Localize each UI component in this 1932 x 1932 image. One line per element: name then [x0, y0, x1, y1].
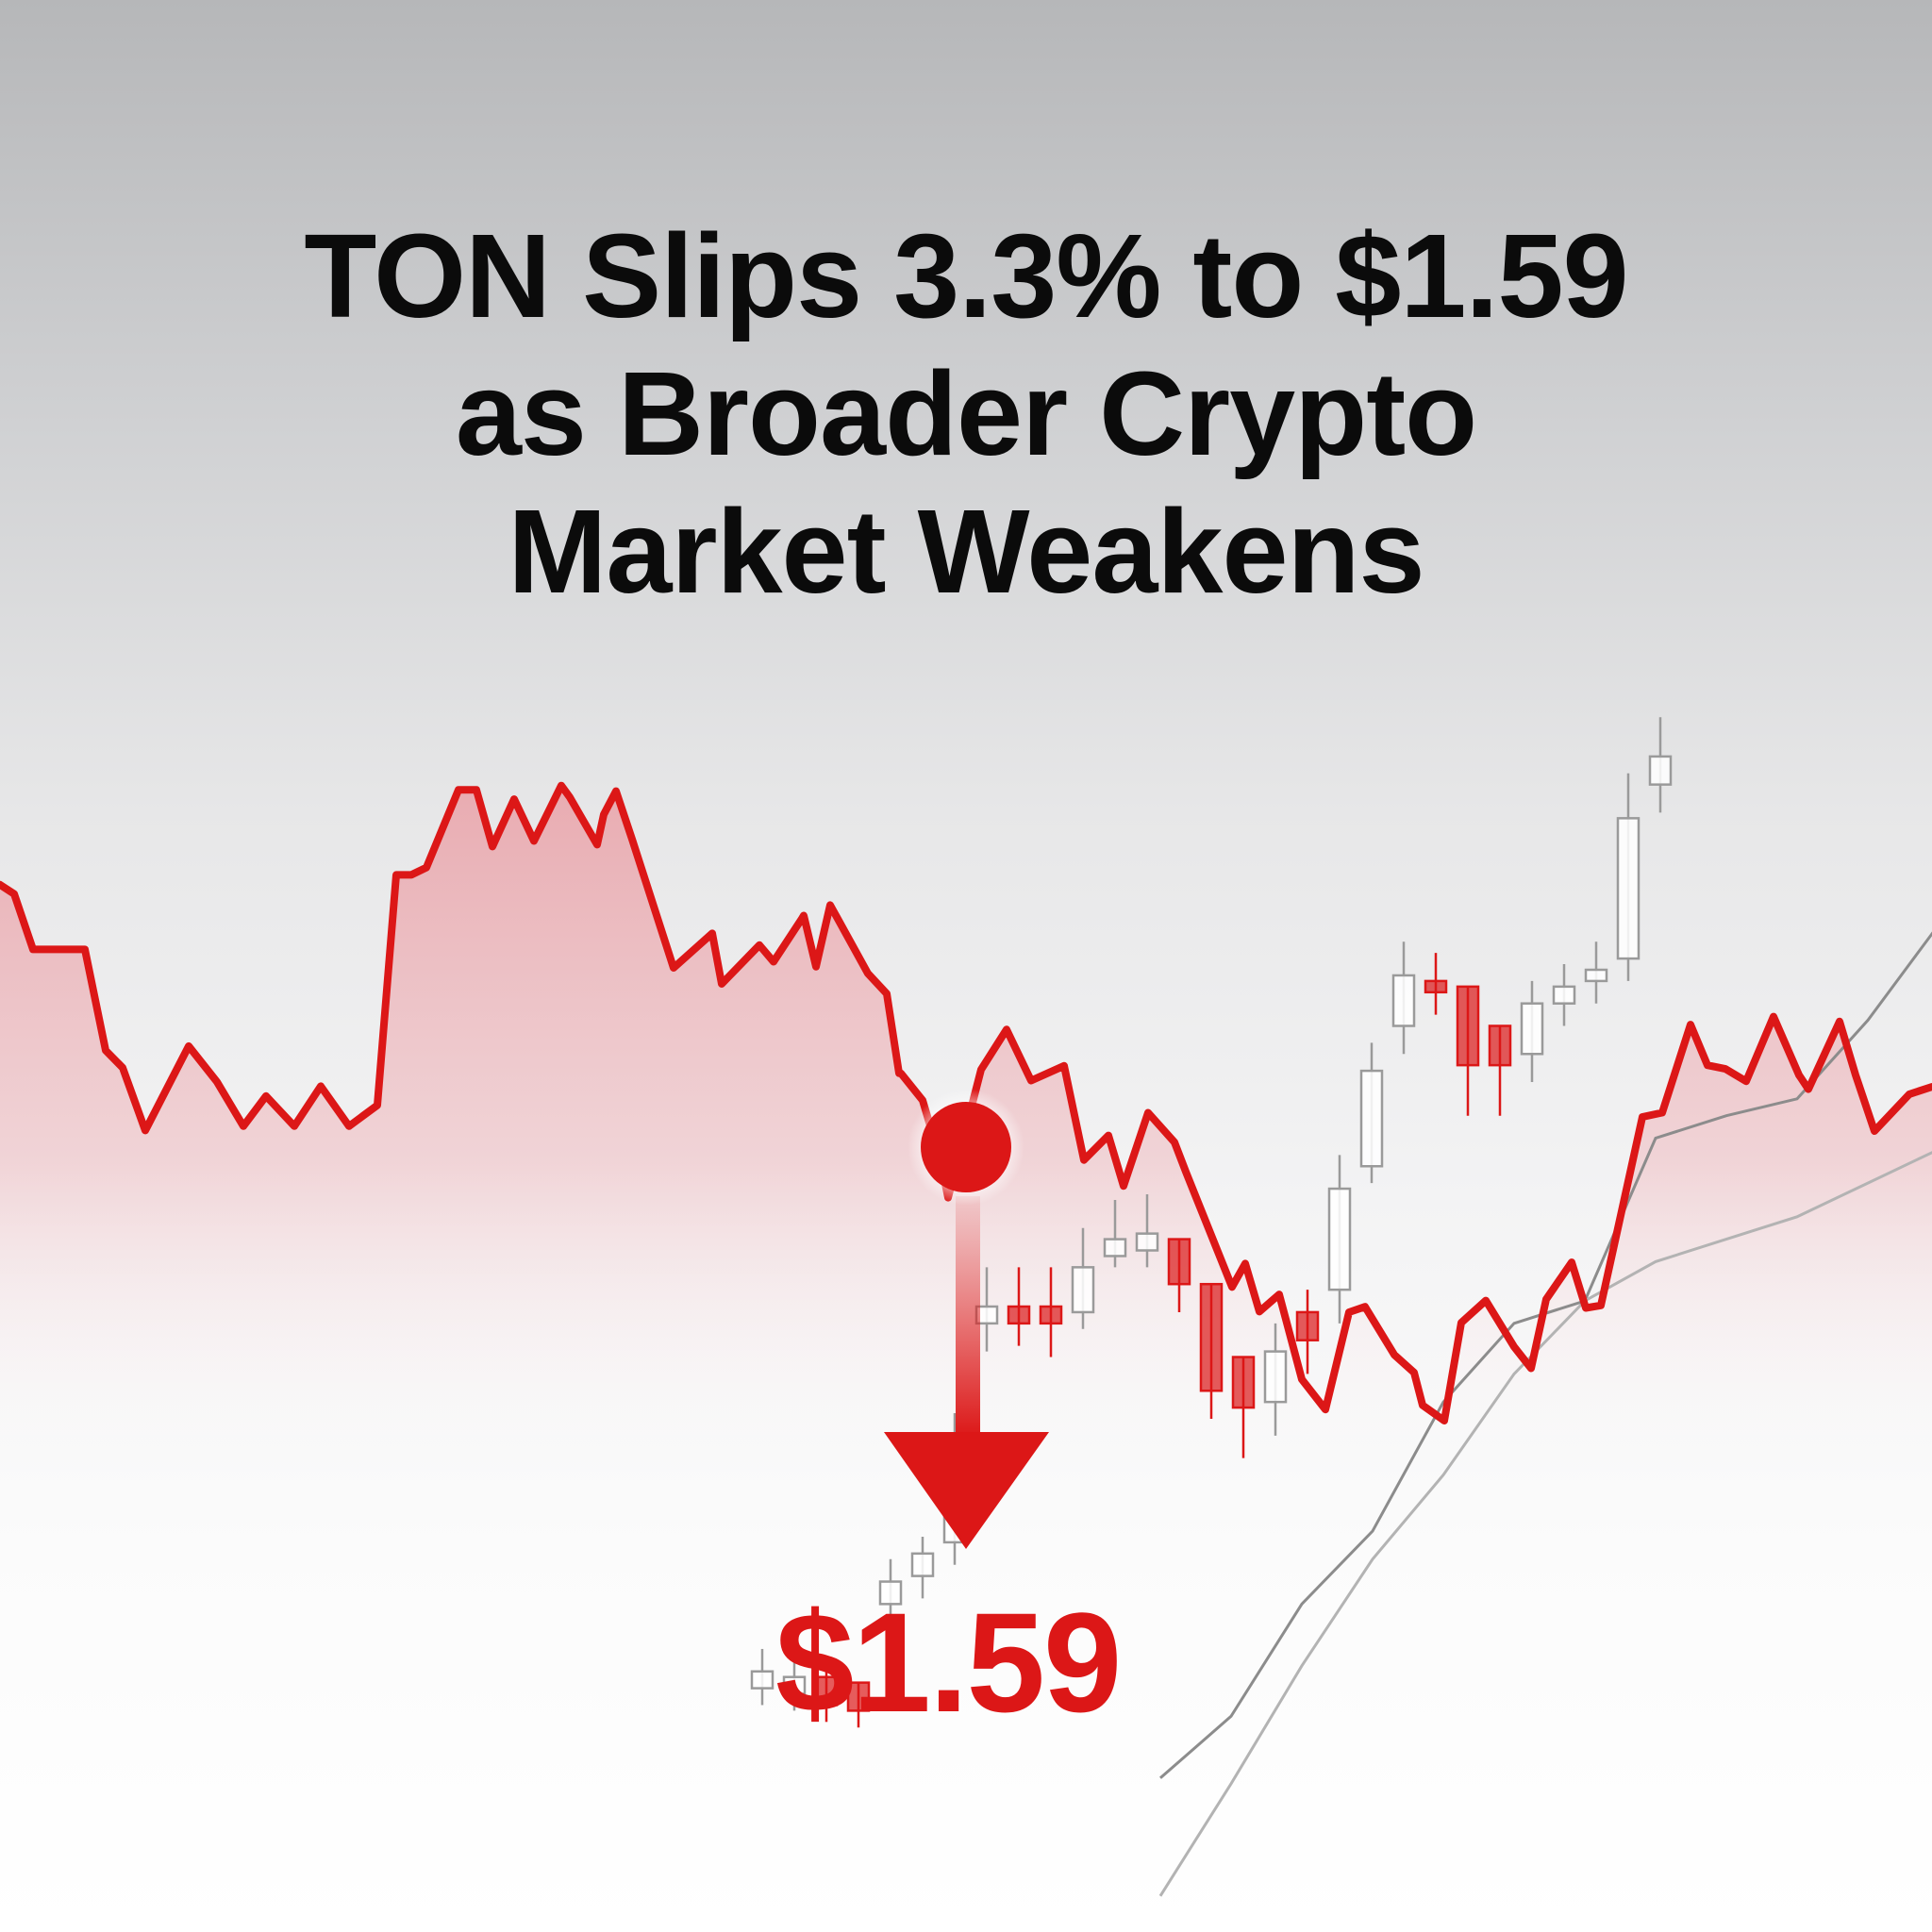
- candle: [1520, 980, 1544, 1082]
- candle-body: [1199, 1282, 1224, 1392]
- candle-body: [1071, 1266, 1095, 1314]
- headline-line-3: Market Weakens: [508, 485, 1424, 618]
- moving-average-line-2: [1158, 1151, 1932, 1897]
- candle: [814, 1665, 839, 1723]
- candle-body: [910, 1552, 935, 1577]
- candle: [1648, 717, 1673, 813]
- headline-line-1: TON Slips 3.3% to $1.59: [304, 209, 1628, 342]
- candle: [1231, 1356, 1256, 1458]
- candle-body: [1488, 1024, 1512, 1067]
- candle: [1584, 941, 1608, 1004]
- candle-body: [1327, 1187, 1352, 1291]
- candle: [974, 1267, 999, 1352]
- drop-arrow-shaft: [956, 1196, 980, 1438]
- candle-body: [1359, 1069, 1384, 1168]
- candle: [1391, 941, 1416, 1055]
- candle-body: [1391, 974, 1416, 1027]
- candle-body: [1520, 1002, 1544, 1056]
- candle-body: [846, 1681, 871, 1712]
- candle-body: [814, 1675, 839, 1707]
- candle-body: [750, 1670, 774, 1690]
- current-price-label: $1.59: [775, 1583, 1122, 1741]
- drop-arrow: [884, 1196, 1049, 1549]
- candle: [1071, 1227, 1095, 1329]
- candle-body: [1039, 1305, 1063, 1325]
- candle: [1295, 1290, 1320, 1374]
- candle: [1135, 1194, 1159, 1268]
- candle-body: [878, 1580, 903, 1606]
- candle: [1456, 985, 1480, 1116]
- candle: [878, 1558, 903, 1622]
- candle: [910, 1536, 935, 1599]
- candle-body: [1103, 1238, 1127, 1257]
- candle: [1199, 1282, 1224, 1419]
- candle: [782, 1648, 807, 1711]
- candle: [1552, 964, 1576, 1026]
- candle-body: [1295, 1310, 1320, 1341]
- candle-body: [1424, 979, 1448, 994]
- candle-body: [1552, 985, 1576, 1005]
- candle: [846, 1681, 871, 1728]
- candle-body: [1231, 1356, 1256, 1409]
- candle-body: [1584, 968, 1608, 983]
- candle: [1488, 1024, 1512, 1116]
- candle: [1039, 1267, 1063, 1357]
- candle: [1103, 1199, 1127, 1268]
- drop-arrow-head: [884, 1432, 1049, 1549]
- headline: TON Slips 3.3% to $1.59 as Broader Crypt…: [0, 208, 1932, 621]
- candle: [1167, 1238, 1191, 1312]
- candle-body: [1263, 1350, 1288, 1404]
- candle-body: [1648, 755, 1673, 786]
- current-price-marker: [921, 1102, 1011, 1192]
- candle: [1424, 953, 1448, 1015]
- candle-body: [782, 1675, 807, 1695]
- candle-body: [1007, 1305, 1031, 1325]
- candle: [1616, 773, 1641, 981]
- candle-body: [1135, 1232, 1159, 1252]
- candle-body: [1616, 817, 1641, 960]
- candle-body: [1456, 985, 1480, 1067]
- candle-body: [1167, 1238, 1191, 1286]
- candle: [750, 1648, 774, 1706]
- candle: [1327, 1155, 1352, 1324]
- headline-line-2: as Broader Crypto: [455, 347, 1477, 480]
- candle: [1359, 1042, 1384, 1184]
- candle: [1007, 1267, 1031, 1346]
- candle: [1263, 1323, 1288, 1436]
